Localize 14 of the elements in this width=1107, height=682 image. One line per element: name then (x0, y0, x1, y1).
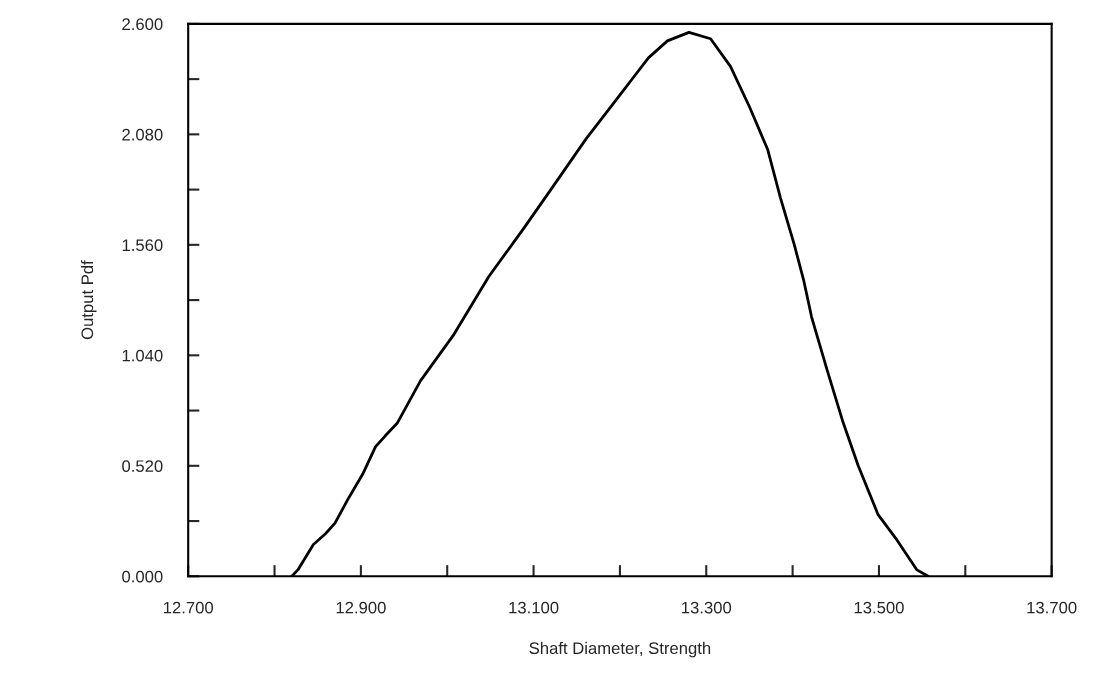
x-tick-label: 12.900 (336, 601, 386, 614)
y-tick-label: 2.080 (122, 128, 163, 141)
y-tick-label: 0.520 (122, 460, 163, 473)
y-tick-label: 1.560 (122, 239, 163, 252)
y-tick-label: 2.600 (122, 18, 163, 31)
x-tick-label: 13.100 (509, 601, 559, 614)
x-tick-label: 13.300 (682, 601, 732, 614)
x-axis-title: Shaft Diameter, Strength (529, 641, 711, 658)
y-axis-title: Output Pdf (80, 260, 97, 340)
y-tick-label: 0.000 (122, 570, 163, 583)
x-tick-label: 13.700 (1027, 601, 1077, 614)
x-tick-label: 12.700 (163, 601, 214, 614)
x-tick-label: 13.500 (854, 601, 904, 614)
y-tick-label: 1.040 (122, 349, 163, 362)
